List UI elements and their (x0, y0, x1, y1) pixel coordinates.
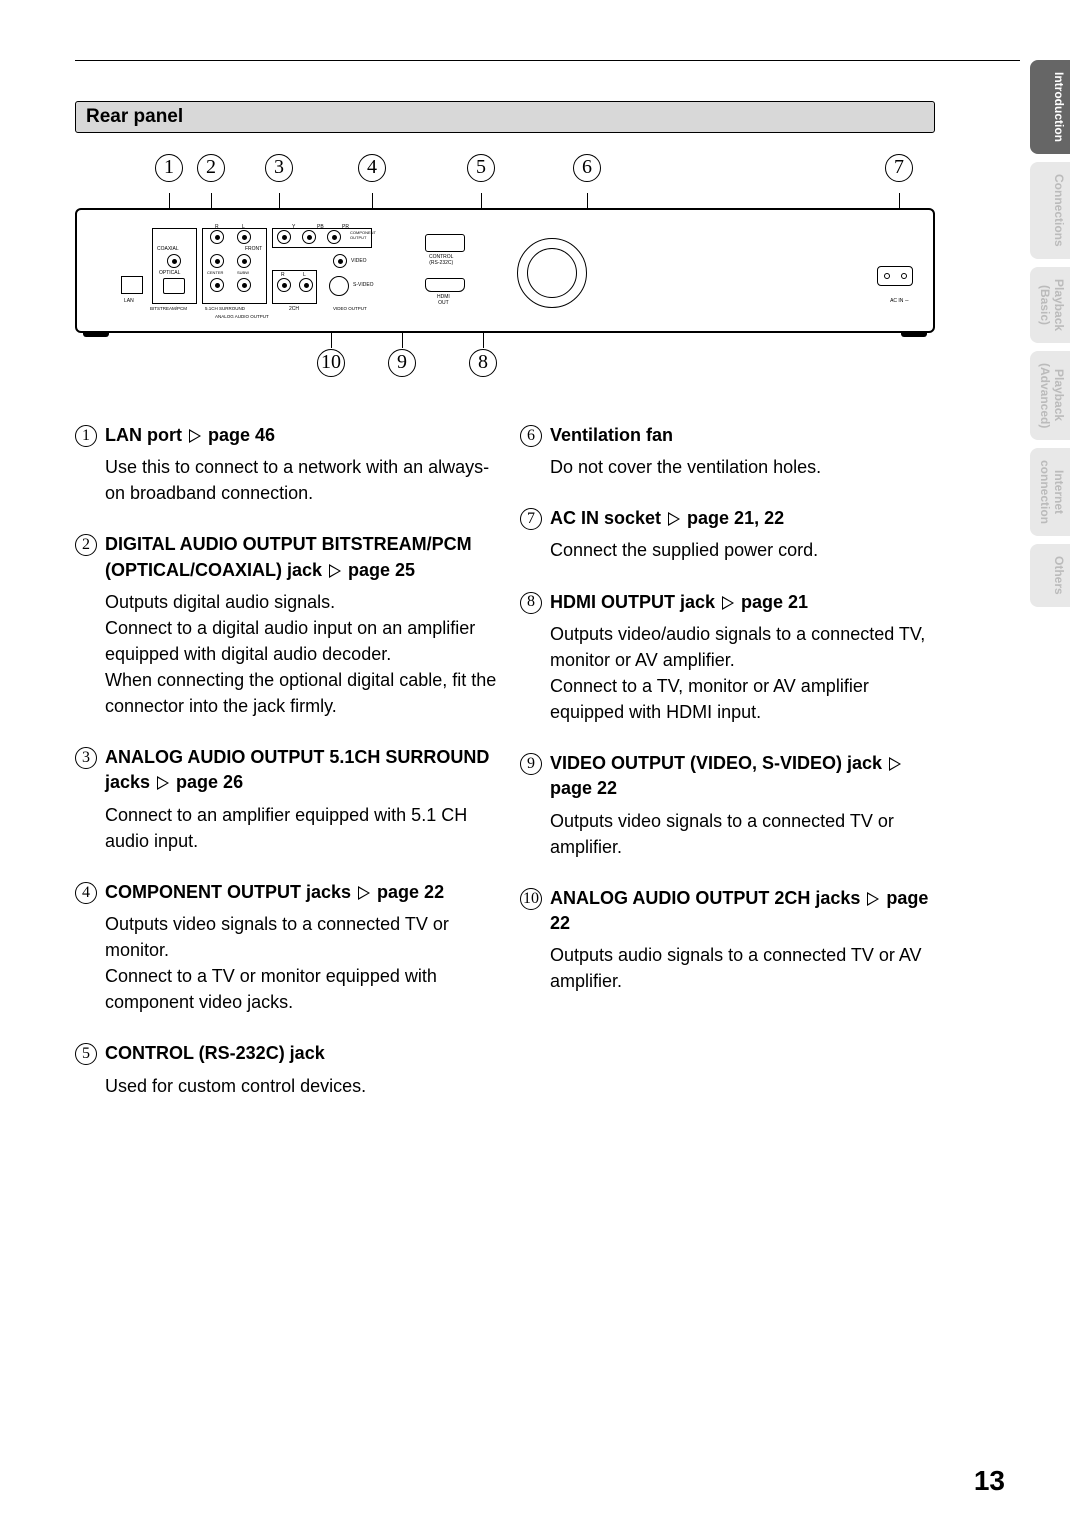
page-ref-arrow-icon (889, 757, 901, 771)
description-item: 3 ANALOG AUDIO OUTPUT 5.1CH SURROUND jack… (75, 745, 500, 854)
description-item: 8 HDMI OUTPUT jack page 21 Outputs video/a… (520, 590, 945, 726)
item-body: Outputs video signals to a connected TV … (550, 808, 945, 860)
item-title: CONTROL (RS-232C) jack (105, 1041, 325, 1066)
page-ref-arrow-icon (189, 429, 201, 443)
item-title: DIGITAL AUDIO OUTPUT BITSTREAM/PCM (OPTI… (105, 532, 500, 582)
label-coaxial: COAXIAL (157, 246, 179, 252)
callout-number: 4 (358, 153, 386, 182)
page-number: 13 (974, 1465, 1005, 1497)
item-title: LAN port page 46 (105, 423, 275, 448)
side-tab[interactable]: Others (1030, 544, 1070, 607)
callout-number: 2 (197, 153, 225, 182)
page-ref-arrow-icon (722, 596, 734, 610)
item-number: 3 (75, 747, 97, 769)
item-title: COMPONENT OUTPUT jacks page 22 (105, 880, 444, 905)
side-tabs: Introduction Connections Playback (Basic) P… (1030, 60, 1070, 607)
item-number: 10 (520, 888, 542, 910)
description-item: 4 COMPONENT OUTPUT jacks page 22 Outputs v… (75, 880, 500, 1016)
label-acin: AC IN ∼ (890, 298, 909, 304)
page-ref-arrow-icon (668, 512, 680, 526)
description-item: 6 Ventilation fan Do not cover the ventil… (520, 423, 945, 480)
left-column: 1 LAN port page 46 Use this to connect to … (75, 423, 500, 1125)
callout-number: 1 (155, 153, 183, 182)
item-body: Connect the supplied power cord. (550, 537, 945, 563)
label-bitstream: BITSTREAM/PCM (150, 306, 187, 311)
item-title: Ventilation fan (550, 423, 673, 448)
description-item: 1 LAN port page 46 Use this to connect to … (75, 423, 500, 506)
item-number: 5 (75, 1043, 97, 1065)
item-number: 2 (75, 534, 97, 556)
item-title: ANALOG AUDIO OUTPUT 2CH jacks page 22 (550, 886, 945, 936)
callout-number: 7 (885, 153, 913, 182)
callout-number: 3 (265, 153, 293, 182)
item-number: 1 (75, 425, 97, 447)
description-item: 10 ANALOG AUDIO OUTPUT 2CH jacks page 22 O… (520, 886, 945, 995)
item-number: 4 (75, 882, 97, 904)
description-item: 2 DIGITAL AUDIO OUTPUT BITSTREAM/PCM (OPT… (75, 532, 500, 719)
side-tab[interactable]: Playback (Advanced) (1030, 351, 1070, 440)
item-body: Outputs video signals to a connected TV … (105, 911, 500, 1015)
top-callouts: 12 3 4 5 6 7 (75, 153, 935, 193)
callout-number: 10 (317, 348, 345, 377)
item-number: 6 (520, 425, 542, 447)
side-tab[interactable]: Playback (Basic) (1030, 267, 1070, 343)
description-item: 7 AC IN socket page 21, 22 Connect the sup… (520, 506, 945, 563)
item-body: Outputs video/audio signals to a connect… (550, 621, 945, 725)
item-body: Used for custom control devices. (105, 1073, 500, 1099)
description-item: 9 VIDEO OUTPUT (VIDEO, S-VIDEO) jack page… (520, 751, 945, 860)
item-title: AC IN socket page 21, 22 (550, 506, 784, 531)
item-title: VIDEO OUTPUT (VIDEO, S-VIDEO) jack page … (550, 751, 945, 801)
item-body: Outputs digital audio signals. Connect t… (105, 589, 500, 719)
side-tab[interactable]: Internet connection (1030, 448, 1070, 536)
callout-number: 9 (388, 348, 416, 377)
item-body: Use this to connect to a network with an… (105, 454, 500, 506)
section-header: Rear panel (75, 101, 935, 133)
description-item: 5 CONTROL (RS-232C) jack Used for custom … (75, 1041, 500, 1098)
item-title: HDMI OUTPUT jack page 21 (550, 590, 808, 615)
item-number: 8 (520, 592, 542, 614)
page-ref-arrow-icon (329, 564, 341, 578)
item-title: ANALOG AUDIO OUTPUT 5.1CH SURROUND jacks… (105, 745, 500, 795)
label-optical: OPTICAL (159, 270, 180, 276)
page-ref-arrow-icon (867, 892, 879, 906)
bottom-callouts: 10 9 8 (75, 348, 935, 388)
label-lan: LAN (124, 298, 134, 304)
top-rule (75, 60, 1020, 61)
item-body: Connect to an amplifier equipped with 5.… (105, 802, 500, 854)
page-ref-arrow-icon (157, 776, 169, 790)
item-number: 9 (520, 753, 542, 775)
callout-number: 5 (467, 153, 495, 182)
callout-number: 8 (469, 348, 497, 377)
callout-number: 6 (573, 153, 601, 182)
item-body: Do not cover the ventilation holes. (550, 454, 945, 480)
side-tab[interactable]: Introduction (1030, 60, 1070, 154)
item-number: 7 (520, 508, 542, 530)
rear-panel-illustration: LAN COAXIAL OPTICAL BITSTREAM/PCM R L FR… (75, 208, 935, 333)
side-tab[interactable]: Connections (1030, 162, 1070, 259)
item-body: Outputs audio signals to a connected TV … (550, 942, 945, 994)
page-ref-arrow-icon (358, 886, 370, 900)
right-column: 6 Ventilation fan Do not cover the ventil… (520, 423, 945, 1125)
rear-panel-diagram: 12 3 4 5 6 7 LAN COAXIAL OPTICAL BITSTREAM/PC… (75, 153, 935, 388)
